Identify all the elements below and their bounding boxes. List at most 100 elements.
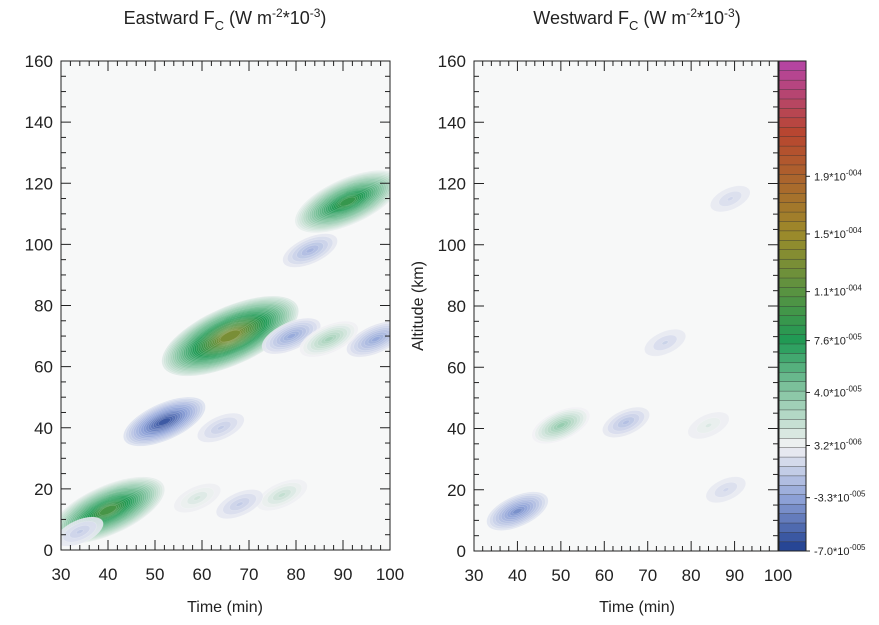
eastward-contour-feature	[123, 396, 206, 447]
colorbar-band	[778, 334, 807, 345]
westward-y-tick-label: 160	[438, 52, 466, 71]
colorbar-band	[778, 277, 807, 288]
colorbar-tick-label: 1.5*10-004	[814, 226, 862, 241]
eastward-contour-ring	[216, 425, 225, 431]
colorbar-band	[778, 211, 807, 222]
colorbar: -7.0*10-005 -3.3*10-005 3.2*10-006 4.0*10-0…	[778, 60, 866, 558]
westward-contour-ring	[705, 423, 712, 428]
westward-x-tick-label: 50	[551, 566, 570, 585]
westward-contour-feature	[709, 185, 751, 213]
westward-x-tick-label: 40	[508, 566, 527, 585]
colorbar-band	[778, 522, 807, 533]
colorbar-band	[778, 475, 807, 486]
colorbar-band	[778, 249, 807, 260]
colorbar-band	[778, 324, 807, 335]
eastward-contour-ring	[339, 196, 356, 207]
westward-x-tick-label: 30	[465, 566, 484, 585]
colorbar-band	[778, 531, 807, 543]
colorbar-band	[778, 145, 807, 156]
eastward-contour-ring	[371, 336, 381, 343]
westward-x-tick-label: 60	[595, 566, 614, 585]
colorbar-band	[778, 220, 807, 232]
colorbar-band	[778, 409, 807, 420]
westward-y-tick-label: 140	[438, 113, 466, 132]
eastward-axes: 30 40 50 60 70 80 90 100 0 20 40 60 80 100 120 140 160	[25, 52, 405, 584]
eastward-contour-ring	[193, 495, 202, 501]
eastward-contour-feature	[294, 170, 390, 234]
westward-x-tick-label: 70	[638, 566, 657, 585]
westward-y-tick-label: 60	[447, 358, 466, 377]
westward-contour-feature	[602, 406, 650, 438]
westward-contour-ring	[661, 340, 669, 346]
colorbar-band	[778, 456, 807, 467]
colorbar-band	[778, 428, 807, 439]
colorbar-band	[778, 258, 807, 269]
westward-x-axis-title: Time (min)	[599, 599, 675, 616]
colorbar-band	[778, 418, 807, 429]
colorbar-band	[778, 343, 807, 354]
colorbar-band	[778, 296, 807, 307]
westward-contour-feature	[644, 328, 687, 357]
westward-title: Westward FC (W m-2*10-3)	[533, 6, 740, 33]
colorbar-band	[778, 89, 807, 100]
westward-y-tick-label: 80	[447, 297, 466, 316]
eastward-contour-feature	[256, 478, 308, 512]
westward-y-tick-label: 40	[447, 420, 466, 439]
eastward-x-tick-label: 100	[376, 565, 404, 584]
westward-y-tick-label: 100	[438, 236, 466, 255]
westward-contour-feature	[705, 476, 747, 504]
westward-contour-ring	[722, 487, 730, 493]
eastward-y-tick-label: 40	[34, 419, 53, 438]
eastward-contour-feature	[299, 320, 359, 358]
colorbar-band	[778, 70, 807, 81]
eastward-x-tick-label: 80	[287, 565, 306, 584]
colorbar-band	[778, 98, 807, 109]
colorbar-band	[778, 352, 807, 364]
colorbar-tick-label: -3.3*10-005	[814, 490, 866, 505]
eastward-x-tick-label: 40	[99, 565, 118, 584]
colorbar-tick-label: 3.2*10-006	[814, 438, 862, 453]
eastward-contours	[61, 170, 390, 547]
westward-axes: 30 40 50 60 70 80 90 100 0 20 40 60 80 100 120 140 160	[438, 52, 793, 585]
colorbar-band	[778, 437, 807, 448]
eastward-contour-feature	[282, 233, 338, 268]
colorbar-band	[778, 164, 807, 175]
eastward-contour-feature	[197, 412, 245, 443]
westward-contours	[486, 185, 751, 531]
eastward-x-tick-label: 90	[334, 565, 353, 584]
colorbar-band	[778, 541, 807, 552]
colorbar-band	[778, 465, 807, 477]
westward-contour-ring	[726, 196, 734, 202]
eastward-x-tick-label: 30	[52, 565, 71, 584]
colorbar-band	[778, 503, 807, 514]
eastward-contour-feature	[215, 489, 264, 520]
colorbar-band	[778, 371, 807, 382]
eastward-x-axis-title: Time (min)	[187, 599, 263, 616]
eastward-x-tick-label: 50	[146, 565, 165, 584]
westward-contour-feature	[531, 406, 591, 445]
eastward-contour-feature	[173, 483, 222, 513]
eastward-contour-ring	[219, 329, 241, 343]
colorbar-band	[778, 362, 807, 373]
colorbar-tick-label: 1.9*10-004	[814, 168, 862, 183]
colorbar-tick-label: 7.6*10-005	[814, 333, 862, 348]
eastward-y-tick-label: 120	[25, 174, 53, 193]
westward-contour-feature	[486, 491, 549, 531]
colorbar-band	[778, 183, 807, 194]
westward-contour-ring	[556, 422, 566, 429]
eastward-y-tick-label: 0	[44, 541, 53, 560]
westward-y-tick-label: 20	[447, 481, 466, 500]
eastward-contour-ring	[235, 501, 244, 507]
colorbar-band	[778, 173, 807, 185]
colorbar-tick-label: -7.0*10-005	[814, 543, 866, 558]
colorbar-band	[778, 192, 807, 203]
colorbar-band	[778, 107, 807, 119]
eastward-contour-ring	[99, 504, 117, 516]
eastward-y-tick-label: 100	[25, 235, 53, 254]
colorbar-band	[778, 381, 807, 392]
westward-x-tick-label: 100	[764, 566, 792, 585]
colorbar-band	[778, 239, 807, 250]
westward-y-axis-title: Altitude (km)	[410, 261, 427, 351]
westward-y-tick-label: 0	[457, 542, 466, 561]
